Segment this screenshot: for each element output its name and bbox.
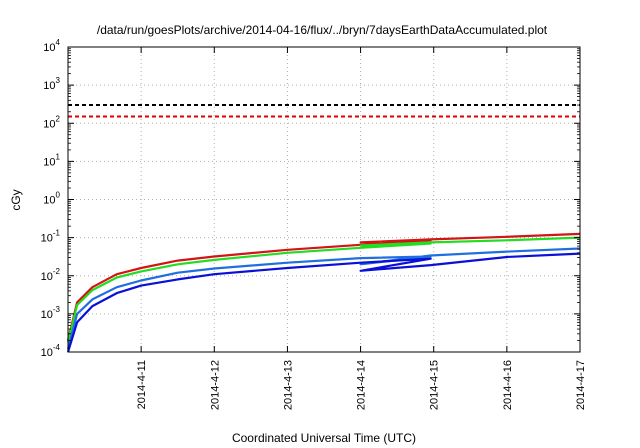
series-line (66, 252, 581, 353)
x-axis-ticks: 2014-4-11 2014-4-12 2014-4-13 2014-4-14 2014… (136, 47, 587, 410)
x-tick-label: 2014-4-16 (502, 360, 514, 410)
x-tick-label: 2014-4-13 (282, 360, 294, 410)
series-line (66, 232, 581, 341)
y-tick-label: 10-4 (41, 343, 61, 359)
y-axis-ticks: 10-4 10-3 10-2 10-1 100 101 102 103 104 (41, 38, 580, 359)
x-axis-label: Coordinated Universal Time (UTC) (232, 431, 416, 445)
grid (68, 47, 580, 352)
y-tick-label: 10-1 (41, 229, 61, 245)
y-tick-label: 101 (43, 152, 60, 168)
y-tick-label: 100 (43, 191, 60, 207)
threshold-lines (68, 104, 580, 118)
chart-title: /data/run/goesPlots/archive/2014-04-16/f… (97, 23, 548, 37)
y-tick-label: 103 (43, 76, 60, 92)
y-tick-label: 10-2 (41, 267, 61, 283)
series-lines (66, 232, 581, 353)
y-tick-label: 10-3 (41, 305, 61, 321)
x-tick-label: 2014-4-14 (356, 360, 368, 410)
x-tick-label: 2014-4-15 (429, 360, 441, 410)
y-axis-label: cGy (9, 189, 23, 210)
x-tick-label: 2014-4-11 (136, 360, 148, 409)
y-tick-label: 102 (43, 114, 60, 130)
series-line (66, 247, 581, 350)
series-line (66, 236, 581, 343)
x-tick-label: 2014-4-17 (575, 360, 587, 410)
x-tick-label: 2014-4-12 (209, 360, 221, 410)
y-tick-label: 104 (43, 38, 60, 54)
